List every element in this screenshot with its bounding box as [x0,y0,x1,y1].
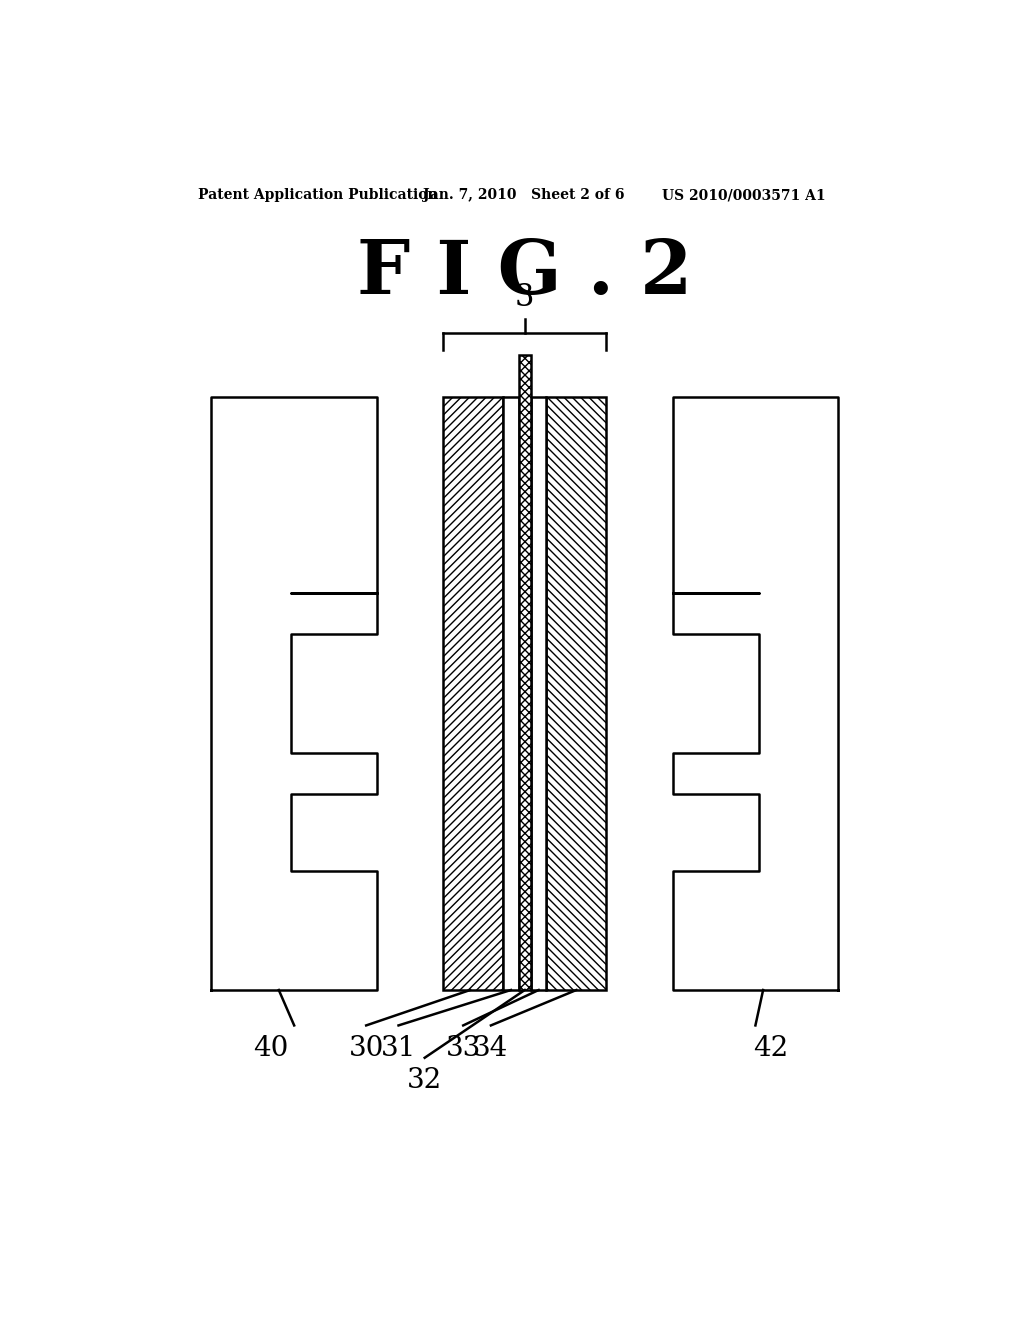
Text: US 2010/0003571 A1: US 2010/0003571 A1 [662,189,825,202]
Bar [531,397,547,990]
Bar [443,397,503,990]
Text: Patent Application Publication: Patent Application Publication [199,189,438,202]
Bar [547,397,606,990]
Text: 42: 42 [754,1035,788,1061]
Text: 30: 30 [348,1035,384,1061]
Text: 34: 34 [473,1035,509,1061]
Text: Jan. 7, 2010   Sheet 2 of 6: Jan. 7, 2010 Sheet 2 of 6 [423,189,625,202]
Bar [503,397,518,990]
Text: 31: 31 [381,1035,416,1061]
Text: 33: 33 [445,1035,481,1061]
Text: 40: 40 [253,1035,289,1061]
Text: F I G . 2: F I G . 2 [357,238,692,310]
Bar [518,355,531,990]
Text: 3: 3 [515,282,535,313]
Text: 32: 32 [408,1067,442,1094]
